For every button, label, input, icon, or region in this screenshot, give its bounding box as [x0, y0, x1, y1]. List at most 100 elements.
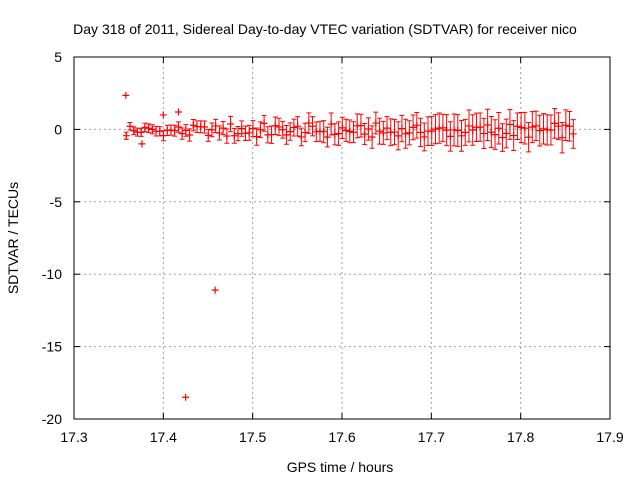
- data-point: [461, 128, 469, 136]
- data-point: [476, 123, 484, 131]
- data-point: [357, 122, 365, 130]
- data-point: [554, 122, 562, 130]
- data-point: [174, 123, 182, 131]
- data-point: [487, 128, 495, 136]
- outlier-point: [122, 91, 130, 99]
- data-point: [566, 122, 574, 130]
- outlier-point: [159, 111, 167, 119]
- data-point: [335, 130, 343, 138]
- data-point: [510, 132, 518, 140]
- data-point: [156, 127, 164, 135]
- outlier-point: [138, 140, 146, 148]
- outlier-point: [175, 108, 183, 116]
- data-point: [253, 133, 261, 141]
- data-point: [148, 125, 156, 133]
- data-point: [372, 119, 380, 127]
- data-point: [338, 124, 346, 132]
- data-point: [297, 133, 305, 141]
- data-point: [536, 127, 544, 135]
- data-point: [539, 125, 547, 133]
- data-point: [320, 128, 328, 136]
- data-series: [122, 91, 577, 401]
- x-tick-label: 17.6: [328, 429, 355, 445]
- data-point: [551, 119, 559, 127]
- tick-labels: 17.3 17.4 17.5 17.6 17.7 17.8 17.9 5 0 -5 -10 -15 -2…: [42, 49, 624, 445]
- x-tick-label: 17.3: [60, 429, 87, 445]
- data-point: [126, 122, 134, 130]
- data-point: [495, 124, 503, 132]
- data-point: [279, 126, 287, 134]
- data-point: [390, 128, 398, 136]
- data-point: [517, 123, 525, 131]
- data-point: [141, 123, 149, 131]
- data-point: [405, 129, 413, 137]
- data-point: [562, 121, 570, 129]
- data-point: [402, 130, 410, 138]
- data-point: [502, 129, 510, 137]
- data-point: [521, 124, 529, 132]
- data-point: [342, 126, 350, 134]
- data-point: [506, 120, 514, 128]
- data-point: [446, 132, 454, 140]
- data-point: [290, 124, 298, 132]
- data-point: [208, 126, 216, 134]
- data-point: [282, 131, 290, 139]
- data-point: [413, 121, 421, 129]
- data-point: [275, 123, 283, 131]
- data-point: [431, 125, 439, 133]
- data-point: [227, 120, 235, 128]
- data-point: [417, 128, 425, 136]
- data-point: [458, 132, 466, 140]
- plot-frame: [73, 56, 611, 420]
- data-point: [376, 127, 384, 135]
- data-point: [249, 124, 257, 132]
- data-point: [361, 130, 369, 138]
- outlier-point: [182, 393, 190, 401]
- data-point: [420, 133, 428, 141]
- data-point: [215, 129, 223, 137]
- data-point: [528, 123, 536, 131]
- data-point: [323, 133, 331, 141]
- data-point: [294, 122, 302, 130]
- y-tick-label: -15: [42, 339, 62, 355]
- data-point: [234, 130, 242, 138]
- data-point: [171, 127, 179, 135]
- data-point: [484, 121, 492, 129]
- data-point: [271, 122, 279, 130]
- data-point: [439, 124, 447, 132]
- data-point: [532, 122, 540, 130]
- x-axis-label: GPS time / hours: [287, 459, 394, 475]
- data-point: [137, 128, 145, 136]
- data-point: [219, 124, 227, 132]
- y-axis-label: SDTVAR / TECUs: [5, 182, 21, 294]
- data-point: [443, 126, 451, 134]
- data-point: [305, 119, 313, 127]
- data-point: [364, 125, 372, 133]
- data-point: [346, 127, 354, 135]
- data-point: [409, 123, 417, 131]
- y-tick-label: -5: [50, 194, 63, 210]
- data-point: [569, 130, 577, 138]
- data-point: [182, 126, 190, 134]
- x-tick-label: 17.7: [418, 429, 445, 445]
- outlier-point: [211, 286, 219, 294]
- data-point: [223, 132, 231, 140]
- data-point: [525, 133, 533, 141]
- data-point: [491, 131, 499, 139]
- data-point: [398, 125, 406, 133]
- data-point: [286, 128, 294, 136]
- data-point: [558, 134, 566, 142]
- data-point: [145, 124, 153, 132]
- data-point: [256, 126, 264, 134]
- data-point: [238, 125, 246, 133]
- y-tick-label: -10: [42, 266, 62, 282]
- data-point: [465, 122, 473, 130]
- data-point: [331, 130, 339, 138]
- data-point: [178, 130, 186, 138]
- x-tick-label: 17.8: [507, 429, 534, 445]
- data-point: [547, 126, 555, 134]
- data-point: [260, 119, 268, 127]
- y-tick-label: 0: [54, 121, 62, 137]
